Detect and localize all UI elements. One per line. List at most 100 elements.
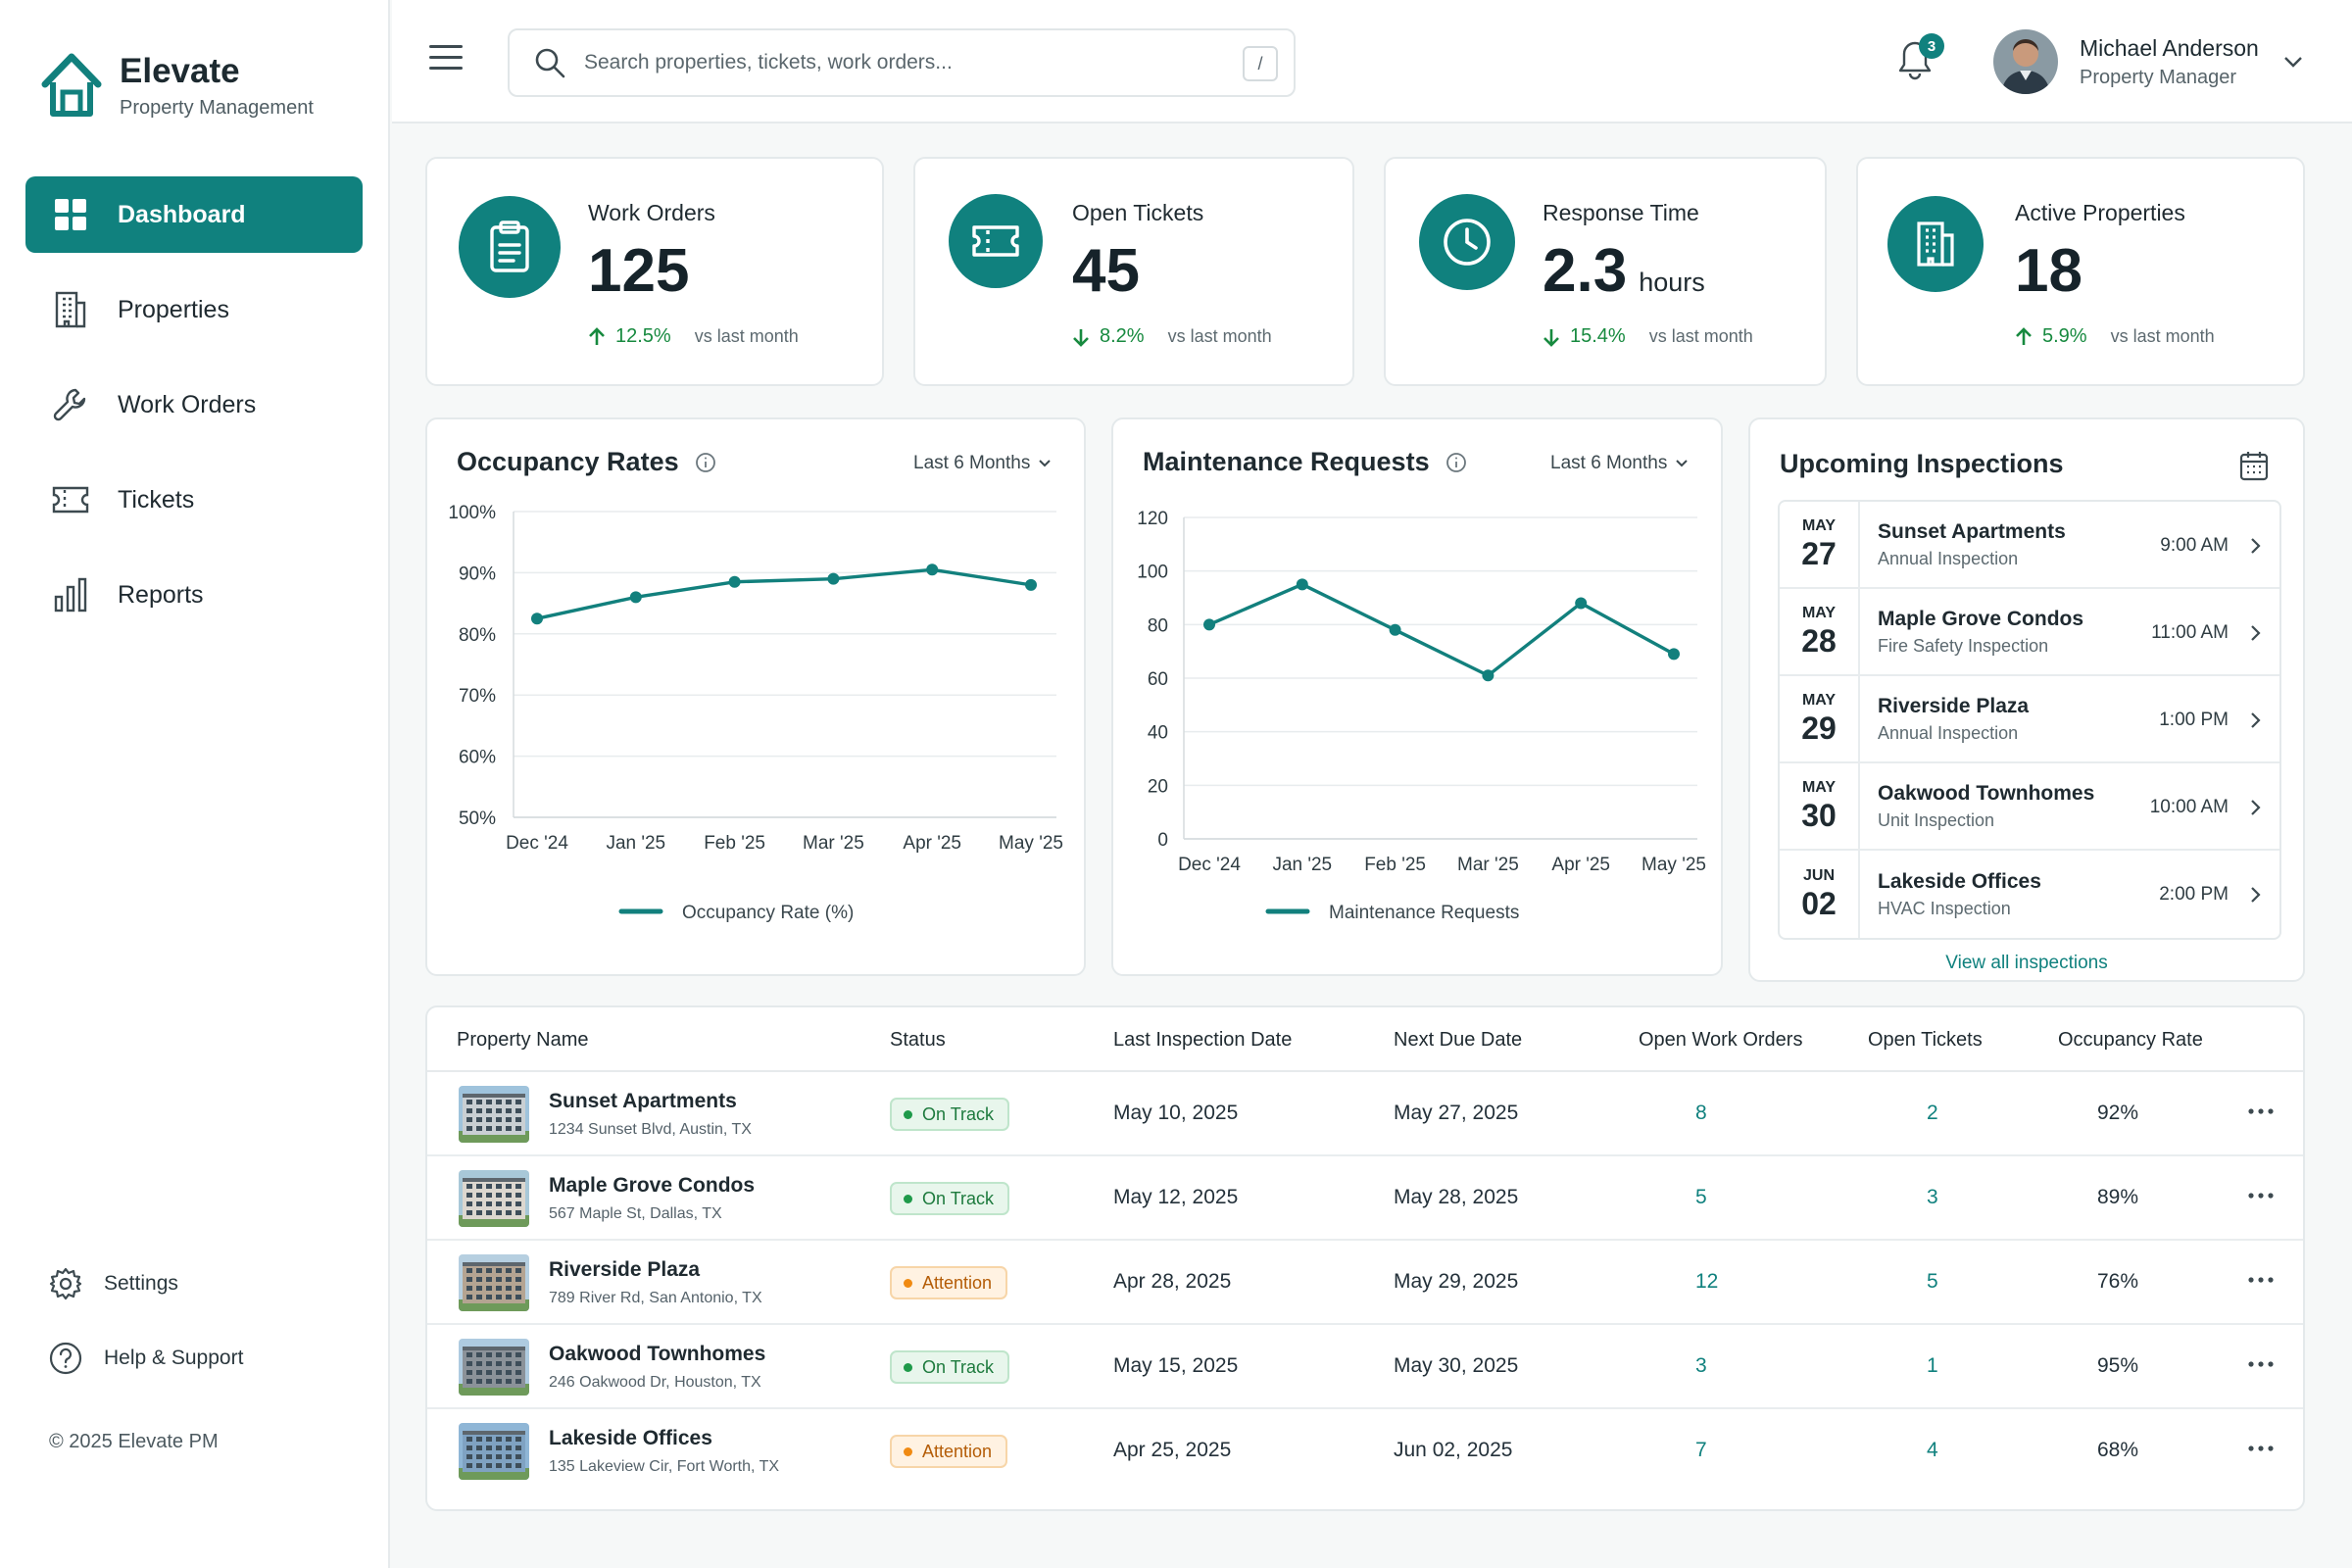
data-point[interactable] [1668, 648, 1680, 661]
inspection-date: MAY 28 [1780, 589, 1860, 674]
table-row[interactable]: Maple Grove Condos 567 Maple St, Dallas, … [427, 1156, 2303, 1241]
open-tickets-link[interactable]: 2 [1927, 1102, 1938, 1124]
open-tickets-link[interactable]: 5 [1927, 1270, 1938, 1293]
data-point[interactable] [1296, 578, 1308, 591]
status-badge: On Track [890, 1098, 1010, 1131]
data-point[interactable] [827, 572, 840, 585]
x-tick-label: Dec '24 [506, 833, 568, 854]
open-work-orders-link[interactable]: 3 [1695, 1354, 1707, 1377]
more-options-icon[interactable] [2246, 1354, 2276, 1374]
upcoming-inspections-title: Upcoming Inspections [1780, 449, 2064, 478]
column-header-open-tickets[interactable]: Open Tickets [1868, 1029, 1983, 1051]
gear-icon [49, 1267, 82, 1300]
property-name[interactable]: Oakwood Townhomes [549, 1343, 766, 1365]
inspection-info: Oakwood Townhomes Unit Inspection [1878, 780, 2094, 833]
brand[interactable]: Elevate Property Management [39, 49, 314, 122]
data-point[interactable] [1575, 597, 1588, 610]
y-tick-label: 120 [1137, 509, 1168, 529]
y-tick-label: 80 [1148, 615, 1168, 636]
property-thumbnail [459, 1423, 529, 1480]
more-options-icon[interactable] [2246, 1439, 2276, 1458]
stat-change: 15.4% vs last month [1543, 325, 1753, 348]
period-label: Last 6 Months [913, 453, 1031, 473]
inspection-row[interactable]: MAY 30 Oakwood Townhomes Unit Inspection 10:… [1780, 763, 2279, 851]
column-header-next-due[interactable]: Next Due Date [1394, 1029, 1523, 1051]
property-thumbnail [459, 1339, 529, 1396]
column-header-last-inspection[interactable]: Last Inspection Date [1113, 1029, 1293, 1051]
more-options-icon[interactable] [2246, 1186, 2276, 1205]
sidebar-item-dashboard[interactable]: Dashboard [25, 176, 363, 253]
search-input[interactable] [584, 51, 1211, 74]
sidebar-item-label: Properties [118, 295, 229, 323]
column-header-open-work-orders[interactable]: Open Work Orders [1639, 1029, 1803, 1051]
property-name[interactable]: Maple Grove Condos [549, 1174, 756, 1197]
view-all-inspections-link[interactable]: View all inspections [1945, 953, 2108, 973]
copyright: © 2025 Elevate PM [49, 1431, 219, 1452]
notifications-button[interactable]: 3 [1897, 33, 1944, 82]
info-icon[interactable] [1446, 452, 1467, 473]
inspection-date: MAY 27 [1780, 502, 1860, 587]
arrow-up-icon [589, 326, 605, 345]
hamburger-menu-button[interactable] [429, 45, 463, 74]
help-icon [49, 1342, 82, 1375]
stat-value-number: 125 [588, 237, 690, 305]
stat-change-note: vs last month [694, 326, 799, 346]
property-name[interactable]: Riverside Plaza [549, 1258, 701, 1281]
sidebar-item-properties[interactable]: Properties [25, 271, 363, 348]
status-label: On Track [922, 1103, 995, 1124]
data-point[interactable] [1025, 578, 1037, 591]
table-row[interactable]: Oakwood Townhomes 246 Oakwood Dr, Houston… [427, 1325, 2303, 1409]
table-header: Property Name Status Last Inspection Dat… [427, 1007, 2303, 1072]
inspection-row[interactable]: MAY 27 Sunset Apartments Annual Inspection 9… [1780, 502, 2279, 589]
data-point[interactable] [531, 612, 543, 625]
sidebar-item-work-orders[interactable]: Work Orders [25, 367, 363, 443]
data-point[interactable] [926, 564, 939, 576]
property-thumbnail [459, 1086, 529, 1143]
maintenance-period-dropdown[interactable]: Last 6 Months [1550, 453, 1689, 474]
inspection-time: 2:00 PM [2159, 884, 2229, 905]
open-work-orders-link[interactable]: 5 [1695, 1186, 1707, 1208]
open-tickets-link[interactable]: 1 [1927, 1354, 1938, 1377]
column-header-status[interactable]: Status [890, 1029, 946, 1051]
data-point[interactable] [1482, 669, 1494, 682]
series-line [536, 567, 1032, 620]
table-row[interactable]: Lakeside Offices 135 Lakeview Cir, Fort W… [427, 1409, 2303, 1494]
more-options-icon[interactable] [2246, 1102, 2276, 1121]
occupancy-rate: 95% [2097, 1354, 2139, 1377]
inspection-row[interactable]: MAY 28 Maple Grove Condos Fire Safety Inspe… [1780, 589, 2279, 676]
data-point[interactable] [1203, 618, 1215, 631]
legend-label: Occupancy Rate (%) [682, 903, 854, 923]
settings-link[interactable]: Settings [49, 1264, 243, 1303]
property-name[interactable]: Sunset Apartments [549, 1090, 737, 1112]
last-inspection-date: May 10, 2025 [1113, 1102, 1239, 1124]
info-icon[interactable] [695, 452, 716, 473]
open-work-orders-link[interactable]: 8 [1695, 1102, 1707, 1124]
property-name[interactable]: Lakeside Offices [549, 1427, 712, 1449]
open-tickets-link[interactable]: 4 [1927, 1439, 1938, 1461]
sidebar-item-tickets[interactable]: Tickets [25, 462, 363, 538]
table-row[interactable]: Sunset Apartments 1234 Sunset Blvd, Austi… [427, 1072, 2303, 1156]
help-support-link[interactable]: Help & Support [49, 1339, 243, 1378]
inspection-row[interactable]: JUN 02 Lakeside Offices HVAC Inspection 2:00… [1780, 851, 2279, 938]
column-header-property-name[interactable]: Property Name [457, 1029, 589, 1051]
calendar-icon[interactable] [2238, 449, 2270, 482]
status-badge: Attention [890, 1266, 1008, 1299]
open-work-orders-link[interactable]: 12 [1695, 1270, 1719, 1293]
open-tickets-link[interactable]: 3 [1927, 1186, 1938, 1208]
occupancy-period-dropdown[interactable]: Last 6 Months [913, 453, 1052, 474]
status-label: On Track [922, 1188, 995, 1208]
more-options-icon[interactable] [2246, 1270, 2276, 1290]
data-point[interactable] [1389, 623, 1401, 636]
data-point[interactable] [629, 591, 642, 604]
property-thumbnail [459, 1254, 529, 1311]
user-profile-menu[interactable]: Michael Anderson Property Manager [1993, 29, 2304, 94]
data-point[interactable] [728, 575, 741, 588]
last-inspection-date: May 12, 2025 [1113, 1186, 1239, 1208]
inspection-row[interactable]: MAY 29 Riverside Plaza Annual Inspection 1:0… [1780, 676, 2279, 763]
inspection-day: 28 [1801, 622, 1837, 659]
stat-card-work-orders: Work Orders 125 12.5% vs last month [425, 157, 884, 386]
open-work-orders-link[interactable]: 7 [1695, 1439, 1707, 1461]
table-row[interactable]: Riverside Plaza 789 River Rd, San Antonio… [427, 1241, 2303, 1325]
column-header-occupancy-rate[interactable]: Occupancy Rate [2058, 1029, 2203, 1051]
sidebar-item-reports[interactable]: Reports [25, 557, 363, 633]
